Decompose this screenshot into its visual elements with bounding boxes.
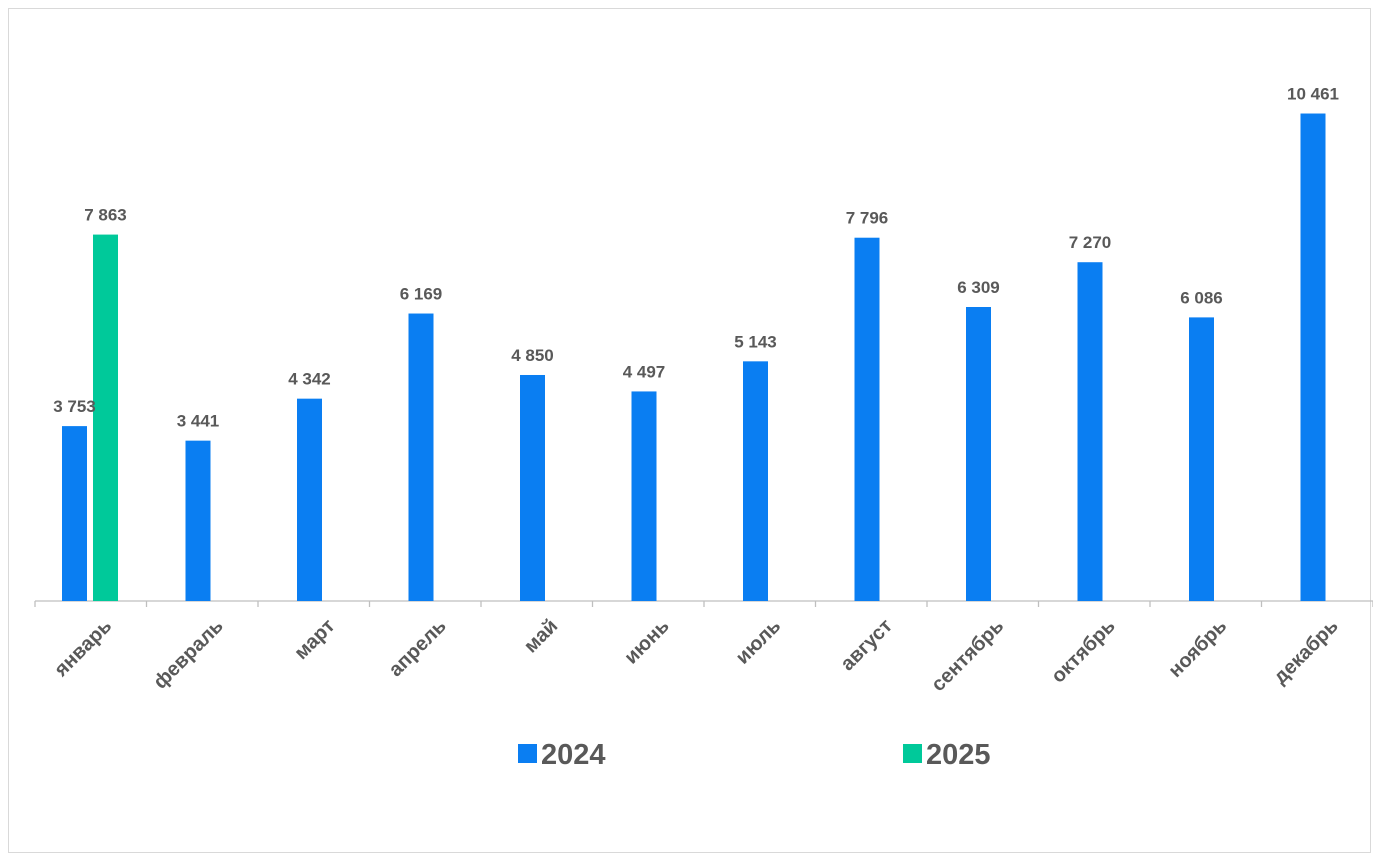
bars-group xyxy=(62,113,1326,602)
value-label-2024-11: 6 086 xyxy=(1180,288,1223,307)
bar-2024-7 xyxy=(743,361,768,601)
bar-2024-12 xyxy=(1300,113,1326,602)
chart-frame xyxy=(8,8,1371,853)
legend-label-2025: 2025 xyxy=(926,739,991,771)
value-label-2024-12: 10 461 xyxy=(1287,85,1339,104)
bar-2024-10 xyxy=(1077,262,1103,601)
category-label-4: апрель xyxy=(385,615,451,681)
category-label-11: ноябрь xyxy=(1164,615,1231,682)
legend-label-2024: 2024 xyxy=(541,739,606,771)
bar-2024-11 xyxy=(1189,317,1214,601)
bar-2024-6 xyxy=(631,391,657,601)
category-labels-group: январь февраль март апрель май июнь июль август… xyxy=(50,615,1343,696)
value-label-2024-1: 3 753 xyxy=(53,397,96,416)
category-label-8: август xyxy=(836,615,896,675)
bar-2024-5 xyxy=(520,374,545,601)
value-labels-group: 3 753 7 863 3 441 4 342 6 169 4 850 4 497 5 143… xyxy=(53,85,1339,431)
category-label-12: декабрь xyxy=(1269,615,1342,688)
category-label-1: январь xyxy=(50,615,117,682)
category-label-5: май xyxy=(520,615,562,657)
value-label-2024-7: 5 143 xyxy=(734,332,777,351)
legend-swatch-2024 xyxy=(518,744,537,763)
value-label-2024-3: 4 342 xyxy=(288,370,331,389)
legend-swatch-2025 xyxy=(903,744,922,763)
value-label-2024-5: 4 850 xyxy=(511,346,554,365)
bar-2024-2 xyxy=(185,440,211,601)
category-label-3: март xyxy=(290,615,339,664)
x-axis-ticks xyxy=(34,601,1373,607)
value-label-2024-9: 6 309 xyxy=(957,278,1000,297)
bar-2024-1 xyxy=(62,426,87,601)
category-label-7: июль xyxy=(732,615,786,669)
bar-2025-1 xyxy=(93,234,118,601)
value-label-2025-1: 7 863 xyxy=(84,206,127,225)
value-label-2024-8: 7 796 xyxy=(846,209,889,228)
value-label-2024-2: 3 441 xyxy=(177,412,220,431)
value-label-2024-6: 4 497 xyxy=(623,362,666,381)
category-label-9: сентябрь xyxy=(927,615,1008,696)
value-label-2024-10: 7 270 xyxy=(1069,233,1112,252)
bar-2024-8 xyxy=(854,237,880,601)
bar-2024-3 xyxy=(297,398,322,601)
value-label-2024-4: 6 169 xyxy=(400,285,443,304)
category-label-10: октябрь xyxy=(1047,615,1120,688)
legend: 2024 2025 xyxy=(518,739,991,771)
bar-2024-9 xyxy=(966,307,991,601)
category-label-6: июнь xyxy=(620,615,674,669)
category-label-2: февраль xyxy=(149,615,227,693)
bar-2024-4 xyxy=(408,313,434,601)
